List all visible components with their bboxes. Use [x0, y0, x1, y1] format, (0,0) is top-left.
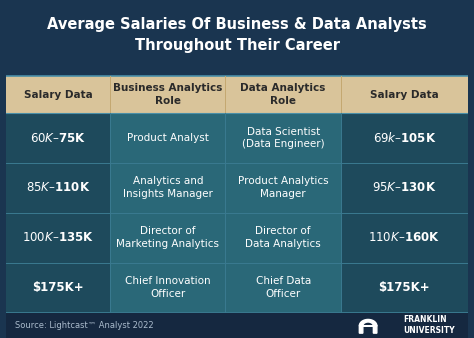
FancyBboxPatch shape	[341, 163, 468, 213]
FancyBboxPatch shape	[110, 263, 226, 312]
Text: $85K–$110K: $85K–$110K	[26, 182, 91, 194]
Text: Director of
Data Analytics: Director of Data Analytics	[245, 226, 321, 249]
Polygon shape	[359, 319, 377, 333]
Text: Data Analytics
Role: Data Analytics Role	[240, 83, 326, 106]
FancyBboxPatch shape	[341, 263, 468, 312]
Text: $175K+: $175K+	[32, 281, 84, 294]
FancyBboxPatch shape	[6, 113, 110, 163]
Text: Data Scientist
(Data Engineer): Data Scientist (Data Engineer)	[242, 127, 325, 149]
Text: $69k–$105K: $69k–$105K	[373, 131, 436, 145]
FancyBboxPatch shape	[226, 163, 341, 213]
Text: Chief Innovation
Officer: Chief Innovation Officer	[125, 276, 210, 299]
Text: Product Analytics
Manager: Product Analytics Manager	[238, 176, 328, 199]
FancyBboxPatch shape	[6, 76, 468, 113]
FancyBboxPatch shape	[226, 263, 341, 312]
FancyBboxPatch shape	[110, 213, 226, 263]
FancyBboxPatch shape	[6, 312, 468, 338]
Text: Analytics and
Insights Manager: Analytics and Insights Manager	[123, 176, 213, 199]
Text: $175K+: $175K+	[379, 281, 430, 294]
FancyBboxPatch shape	[226, 113, 341, 163]
FancyBboxPatch shape	[110, 113, 226, 163]
Text: FRANKLIN
UNIVERSITY: FRANKLIN UNIVERSITY	[403, 315, 455, 335]
Text: Average Salaries Of Business & Data Analysts
Throughout Their Career: Average Salaries Of Business & Data Anal…	[47, 17, 427, 53]
FancyBboxPatch shape	[6, 163, 110, 213]
Text: Source: Lightcast™ Analyst 2022: Source: Lightcast™ Analyst 2022	[16, 320, 154, 330]
Text: Salary Data: Salary Data	[24, 90, 92, 100]
Text: Chief Data
Officer: Chief Data Officer	[255, 276, 311, 299]
FancyBboxPatch shape	[6, 0, 468, 76]
Text: $95K–$130K: $95K–$130K	[372, 182, 437, 194]
FancyBboxPatch shape	[110, 163, 226, 213]
Text: $110K–$160K: $110K–$160K	[368, 231, 440, 244]
FancyBboxPatch shape	[226, 213, 341, 263]
FancyBboxPatch shape	[341, 213, 468, 263]
Text: Salary Data: Salary Data	[370, 90, 439, 100]
Text: $60K–$75K: $60K–$75K	[30, 131, 86, 145]
FancyBboxPatch shape	[6, 263, 110, 312]
FancyBboxPatch shape	[341, 113, 468, 163]
Text: Product Analyst: Product Analyst	[127, 133, 209, 143]
Text: $100K–$135K: $100K–$135K	[22, 231, 94, 244]
Text: Business Analytics
Role: Business Analytics Role	[113, 83, 222, 106]
Text: Director of
Marketing Analytics: Director of Marketing Analytics	[116, 226, 219, 249]
FancyBboxPatch shape	[6, 213, 110, 263]
